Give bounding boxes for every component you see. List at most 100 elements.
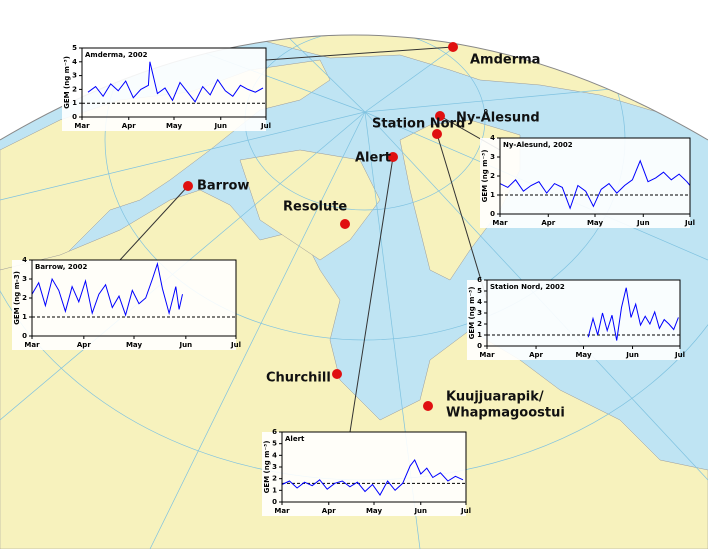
station-label: Ny-Ålesund: [456, 110, 540, 126]
station-label: Churchill: [266, 371, 331, 386]
y-tick-label: 2: [272, 475, 277, 483]
inset-title: Alert: [285, 435, 305, 443]
y-tick-label: 2: [22, 294, 27, 302]
x-tick-label: Jun: [179, 341, 193, 349]
x-tick-label: Jun: [636, 219, 650, 227]
station-label: Alert: [355, 151, 391, 166]
y-tick-label: 0: [477, 342, 482, 350]
inset-background: [480, 138, 690, 228]
station-dot: [423, 401, 433, 411]
gem-line: [587, 287, 679, 341]
x-tick-label: Jun: [625, 351, 639, 359]
x-tick-label: Jul: [674, 351, 685, 359]
station-label: Resolute: [283, 200, 347, 215]
gem-line: [281, 459, 464, 496]
connector: [265, 46, 454, 61]
plot-frame: [486, 279, 681, 347]
inset-background: [467, 280, 680, 360]
station-dot: [340, 219, 350, 229]
inset-background: [12, 260, 236, 350]
inset-title: Barrow, 2002: [35, 263, 87, 271]
y-tick-label: 1: [272, 486, 277, 494]
connectors: [119, 46, 501, 433]
station-dot: [388, 152, 398, 162]
y-tick-label: 0: [22, 332, 27, 340]
inset-background: [262, 432, 466, 516]
connector: [119, 185, 189, 261]
station-dot: [332, 369, 342, 379]
station-label: Station Nord: [372, 117, 465, 132]
y-tick-label: 3: [22, 275, 27, 283]
y-axis-label: GEM (ng m⁻³): [468, 287, 476, 340]
inset-title: Station Nord, 2002: [490, 283, 565, 291]
inset-chart: 0 1 2 3 4 Mar Apr May Jun Jul GEM (ng m⁻³) Ny-Alesu…: [480, 134, 695, 228]
inset-title: Ny-Alesund, 2002: [503, 141, 573, 149]
y-tick-label: 5: [477, 287, 482, 295]
x-tick-label: Jul: [460, 507, 471, 515]
y-tick-label: 5: [72, 44, 77, 52]
y-axis-label: GEM (ng m⁻³): [481, 150, 489, 203]
x-tick-label: Jul: [260, 122, 271, 130]
y-tick-label: 2: [477, 320, 482, 328]
x-tick-label: Mar: [24, 341, 40, 349]
station-label: Amderma: [470, 53, 540, 68]
gem-line: [87, 61, 264, 103]
y-tick-label: 4: [477, 298, 482, 306]
station-dot: [183, 181, 193, 191]
station-dot: [432, 129, 442, 139]
gem-line: [499, 159, 691, 210]
y-tick-label: 0: [272, 498, 277, 506]
y-tick-label: 6: [477, 276, 482, 284]
y-tick-label: 5: [272, 440, 277, 448]
x-tick-label: Apr: [322, 507, 336, 515]
y-tick-label: 3: [477, 309, 482, 317]
y-tick-label: 4: [22, 256, 27, 264]
x-tick-label: May: [575, 351, 591, 359]
y-tick-label: 3: [490, 153, 495, 161]
y-tick-label: 2: [490, 172, 495, 180]
plot-frame: [81, 47, 267, 118]
x-tick-label: Jun: [413, 507, 427, 515]
y-axis-label: GEM (ng m⁻³): [263, 441, 271, 494]
station-label: Barrow: [197, 179, 249, 194]
x-tick-label: Mar: [274, 507, 290, 515]
station-label: Kuujjuarapik/: [446, 390, 544, 405]
y-tick-label: 4: [490, 134, 495, 142]
inset-background: [62, 48, 266, 131]
x-tick-label: Apr: [122, 122, 136, 130]
x-tick-label: May: [587, 219, 603, 227]
station-dot: [448, 42, 458, 52]
x-tick-label: Apr: [77, 341, 91, 349]
y-tick-label: 4: [272, 451, 277, 459]
insets: 0 1 2 3 4 5 Mar Apr May Jun Jul GEM (ng m⁻³) Amderma…: [12, 44, 695, 516]
y-tick-label: 3: [72, 72, 77, 80]
x-tick-label: Mar: [479, 351, 495, 359]
y-tick-label: 1: [490, 191, 495, 199]
y-tick-label: 1: [72, 99, 77, 107]
inset-title: Amderma, 2002: [85, 51, 148, 59]
x-tick-label: Jul: [684, 219, 695, 227]
y-tick-label: 4: [72, 58, 77, 66]
x-tick-label: Apr: [541, 219, 555, 227]
x-tick-label: Mar: [492, 219, 508, 227]
x-tick-label: Jul: [230, 341, 241, 349]
y-tick-label: 1: [477, 331, 482, 339]
x-tick-label: Apr: [529, 351, 543, 359]
x-tick-label: Jun: [213, 122, 227, 130]
plot-frame: [499, 137, 691, 215]
inset-chart: 0 1 2 3 4 5 Mar Apr May Jun Jul GEM (ng m⁻³) Amderma…: [62, 44, 271, 131]
y-tick-label: 0: [490, 210, 495, 218]
gem-line: [31, 261, 183, 317]
y-tick-label: 2: [72, 85, 77, 93]
x-tick-label: May: [166, 122, 182, 130]
inset-chart: 0 1 2 3 4 5 6 Mar Apr May Jun Jul GEM (ng m⁻³) Statio…: [467, 276, 685, 360]
x-tick-label: May: [126, 341, 142, 349]
connector: [436, 133, 488, 301]
y-tick-label: 6: [272, 428, 277, 436]
x-tick-label: Mar: [74, 122, 90, 130]
y-tick-label: 3: [272, 463, 277, 471]
plot-frame: [281, 431, 467, 503]
station-label: Whapmagoostui: [446, 406, 565, 421]
inset-chart: 0 1 2 3 4 Mar Apr May Jun Jul GEM (ng m-3) Barrow, …: [12, 256, 241, 350]
